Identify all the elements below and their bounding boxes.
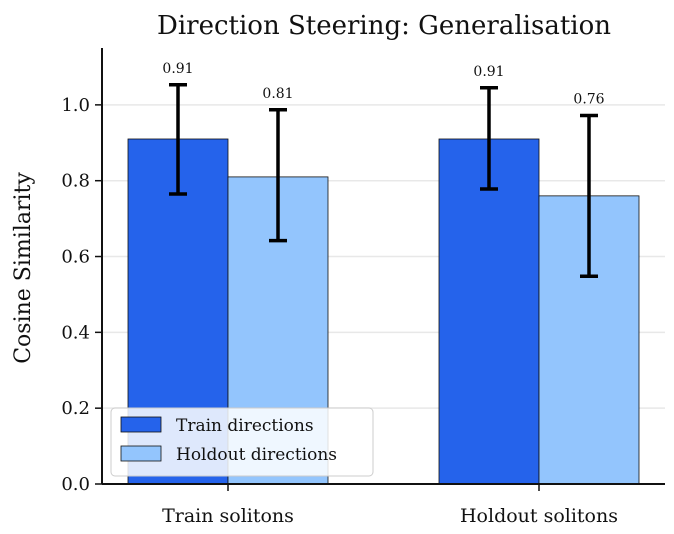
legend-label: Holdout directions <box>176 445 337 465</box>
data-label: 0.81 <box>262 86 293 102</box>
data-label: 0.76 <box>573 91 604 107</box>
x-tick-label: Train solitons <box>162 505 294 527</box>
y-tick-label: 0.8 <box>61 171 90 192</box>
legend-label: Train directions <box>176 416 314 436</box>
axes: 0.0 0.2 0.4 0.6 0.8 1.0 Train solitons Holdout … <box>61 48 665 527</box>
y-tick-label: 0.6 <box>61 247 90 268</box>
data-label: 0.91 <box>473 64 504 80</box>
chart-title: Direction Steering: Generalisation <box>157 11 611 41</box>
y-tick-label: 0.2 <box>61 398 90 419</box>
error-bars <box>169 83 598 278</box>
y-tick-label: 1.0 <box>61 95 90 116</box>
legend: Train directions Holdout directions <box>110 407 374 477</box>
legend-swatch <box>120 445 162 462</box>
x-tick-label: Holdout solitons <box>460 505 618 527</box>
legend-swatch <box>120 416 162 433</box>
legend-box <box>110 407 374 477</box>
data-labels: 0.91 0.91 0.81 0.76 <box>162 61 604 108</box>
data-label: 0.91 <box>162 61 193 77</box>
y-tick-label: 0.4 <box>61 322 90 343</box>
y-axis-label: Cosine Similarity <box>11 172 36 364</box>
y-tick-label: 0.0 <box>61 474 90 495</box>
